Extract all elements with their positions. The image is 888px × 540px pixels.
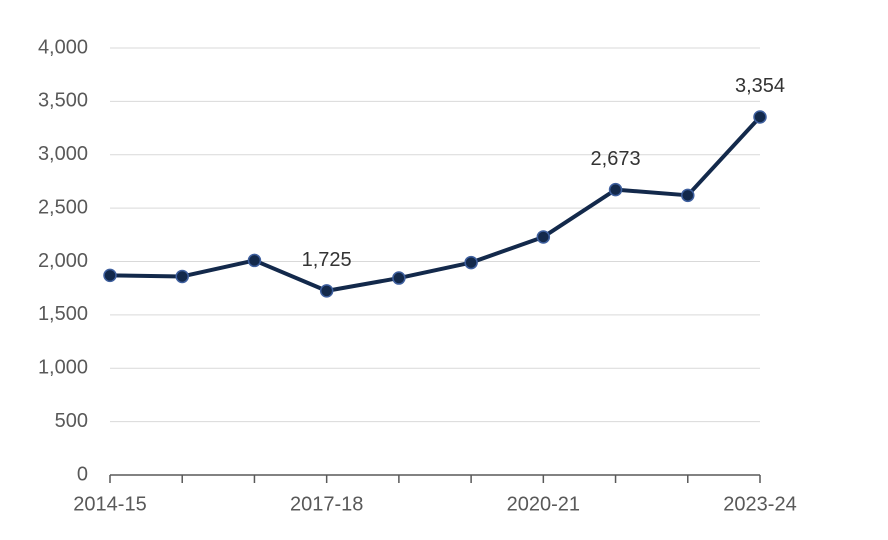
x-tick-label: 2020-21	[507, 493, 580, 515]
y-tick-label: 0	[77, 463, 88, 485]
y-tick-label: 1,000	[38, 357, 88, 379]
x-tick-label: 2023-24	[723, 493, 796, 515]
point	[247, 253, 262, 268]
value-label: 1,725	[302, 249, 352, 271]
y-tick-label: 3,000	[38, 143, 88, 165]
point	[392, 271, 406, 285]
x-tick-label: 2017-18	[290, 493, 363, 515]
value-label: 3,354	[735, 75, 785, 97]
point	[319, 284, 334, 298]
point	[681, 188, 695, 203]
line	[109, 115, 762, 293]
point	[608, 182, 623, 197]
y-tick-label: 500	[55, 410, 88, 432]
point	[536, 230, 551, 244]
y-tick-label: 1,500	[38, 303, 88, 325]
y-tick-label: 2,000	[38, 250, 88, 272]
point	[175, 269, 189, 284]
point	[753, 110, 767, 124]
point	[464, 255, 478, 270]
y-tick-label: 3,500	[38, 90, 88, 112]
y-tick-label: 4,000	[38, 36, 88, 58]
value-label: 2,673	[591, 148, 641, 170]
y-tick-label: 2,500	[38, 196, 88, 218]
x-tick-label: 2014-15	[73, 493, 146, 515]
point	[103, 268, 117, 283]
